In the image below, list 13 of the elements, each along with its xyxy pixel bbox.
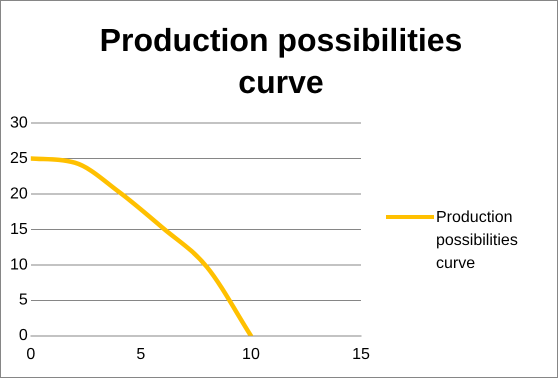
x-tick-label: 5: [136, 346, 146, 363]
y-tick-label: 15: [10, 220, 28, 238]
y-tick-label: 0: [18, 327, 28, 344]
y-tick-label: 30: [10, 114, 28, 132]
x-tick-label: 15: [352, 346, 370, 363]
line-series: [30, 156, 254, 336]
chart-title: Production possibilities curve: [98, 21, 464, 102]
legend-label: Production possibilities curve: [436, 208, 519, 274]
y-tick-label: 20: [10, 185, 28, 202]
y-tick-label: 25: [10, 150, 28, 167]
y-tick-label: 5: [18, 292, 28, 309]
y-tick-label: 10: [10, 256, 28, 274]
x-tick-label: 10: [242, 346, 260, 363]
